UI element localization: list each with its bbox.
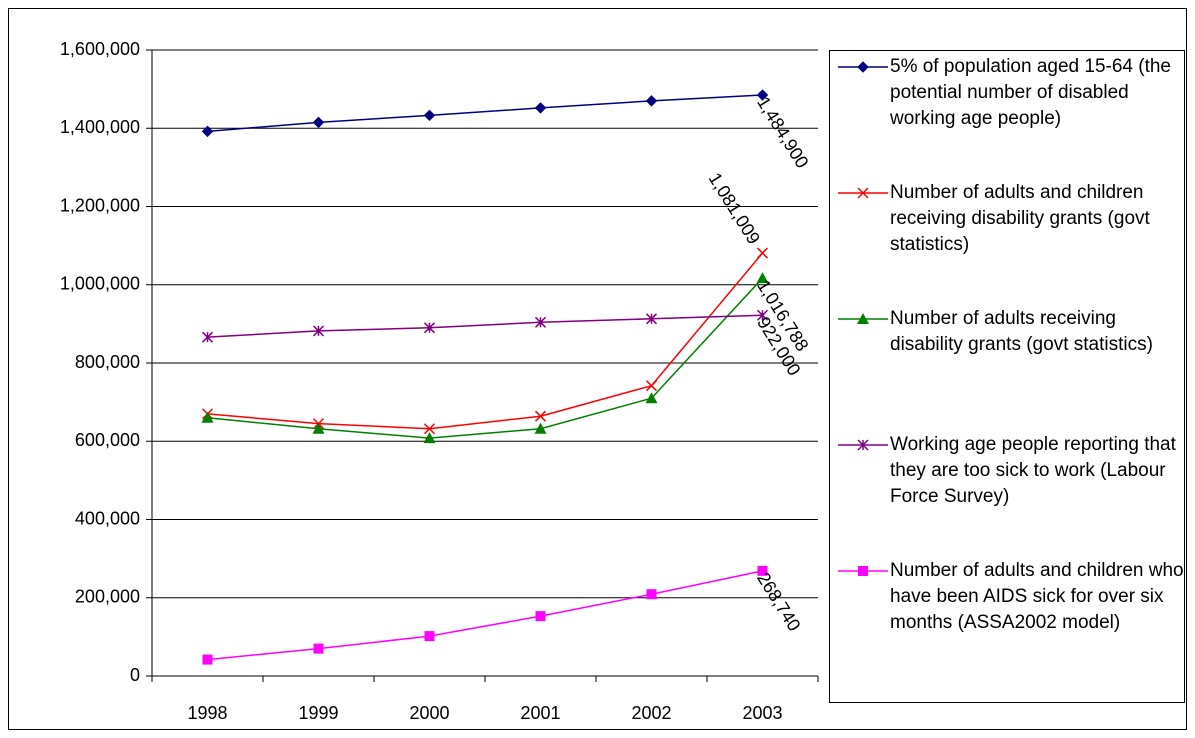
series-line [207,277,764,439]
y-tick-label: 1,400,000 [60,117,140,137]
marker [202,654,213,665]
series-line [207,94,763,133]
y-tick-label: 800,000 [75,352,140,372]
legend-box [829,50,1185,703]
series-line [207,252,764,430]
marker [534,102,547,114]
legend-label: Number of adults receiving disability gr… [890,308,1153,355]
y-tick-label: 1,600,000 [60,39,140,59]
legend-marker [858,566,868,576]
series-line [207,314,763,338]
y-tick-label: 0 [130,665,140,685]
y-tick-label: 600,000 [75,430,140,450]
x-tick-label: 2001 [520,703,560,723]
marker [201,125,214,138]
marker [201,331,214,343]
series-line [207,570,763,661]
marker [423,423,436,435]
legend-marker [857,313,869,324]
marker [312,325,325,337]
legend-marker [857,187,869,199]
x-tick-label: 2003 [742,703,782,723]
legend-label: Working age people reporting that they a… [890,434,1176,507]
x-tick-label: 1999 [298,703,338,723]
marker [535,611,546,622]
legend-label: Number of adults and children receiving … [890,182,1150,255]
y-tick-label: 1,000,000 [60,274,140,294]
marker [646,589,657,600]
marker [424,631,435,642]
marker [756,89,769,101]
marker [534,410,547,422]
y-tick-label: 1,200,000 [60,195,140,215]
marker [645,380,658,392]
y-tick-label: 400,000 [75,508,140,528]
marker [312,422,325,434]
marker [757,565,768,576]
legend-marker [857,439,869,451]
legend-label: Number of adults and children who have b… [890,560,1184,633]
x-tick-label: 2002 [631,703,671,723]
legend-label: 5% of population aged 15-64 (the potenti… [890,56,1171,129]
marker [645,392,658,404]
marker [313,643,324,654]
marker [645,95,658,107]
marker [534,422,547,434]
marker [756,247,769,259]
marker [312,116,325,129]
marker [423,109,436,122]
x-tick-label: 2000 [409,703,449,723]
legend-marker [857,61,869,73]
marker [201,411,214,423]
marker [645,313,658,325]
marker [423,322,436,334]
marker [756,272,769,284]
marker [534,316,547,328]
marker [756,309,769,321]
x-tick-label: 1998 [187,703,227,723]
y-tick-label: 200,000 [75,587,140,607]
marker [423,432,436,444]
